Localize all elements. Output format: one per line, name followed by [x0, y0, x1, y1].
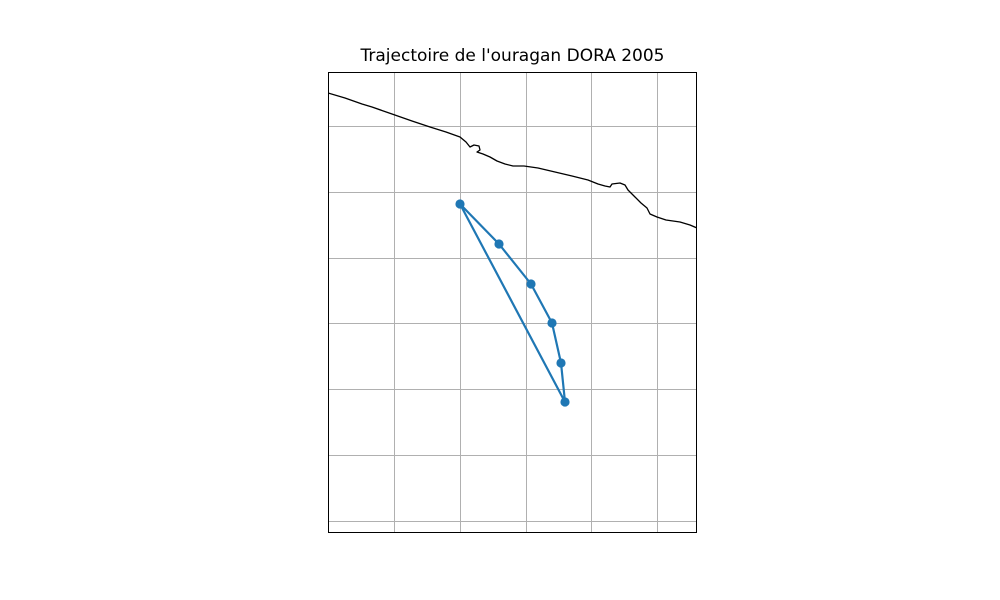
map-title: Trajectoire de l'ouragan DORA 2005 — [360, 46, 665, 66]
track-point — [547, 318, 557, 328]
hurricane-track — [455, 199, 570, 407]
track-point — [455, 199, 465, 209]
track-point — [526, 279, 536, 289]
track-point — [556, 358, 566, 368]
track-point — [494, 239, 504, 249]
map-frame — [328, 72, 697, 533]
gridlines — [328, 72, 697, 533]
track-point — [560, 397, 570, 407]
coastline — [328, 92, 697, 229]
